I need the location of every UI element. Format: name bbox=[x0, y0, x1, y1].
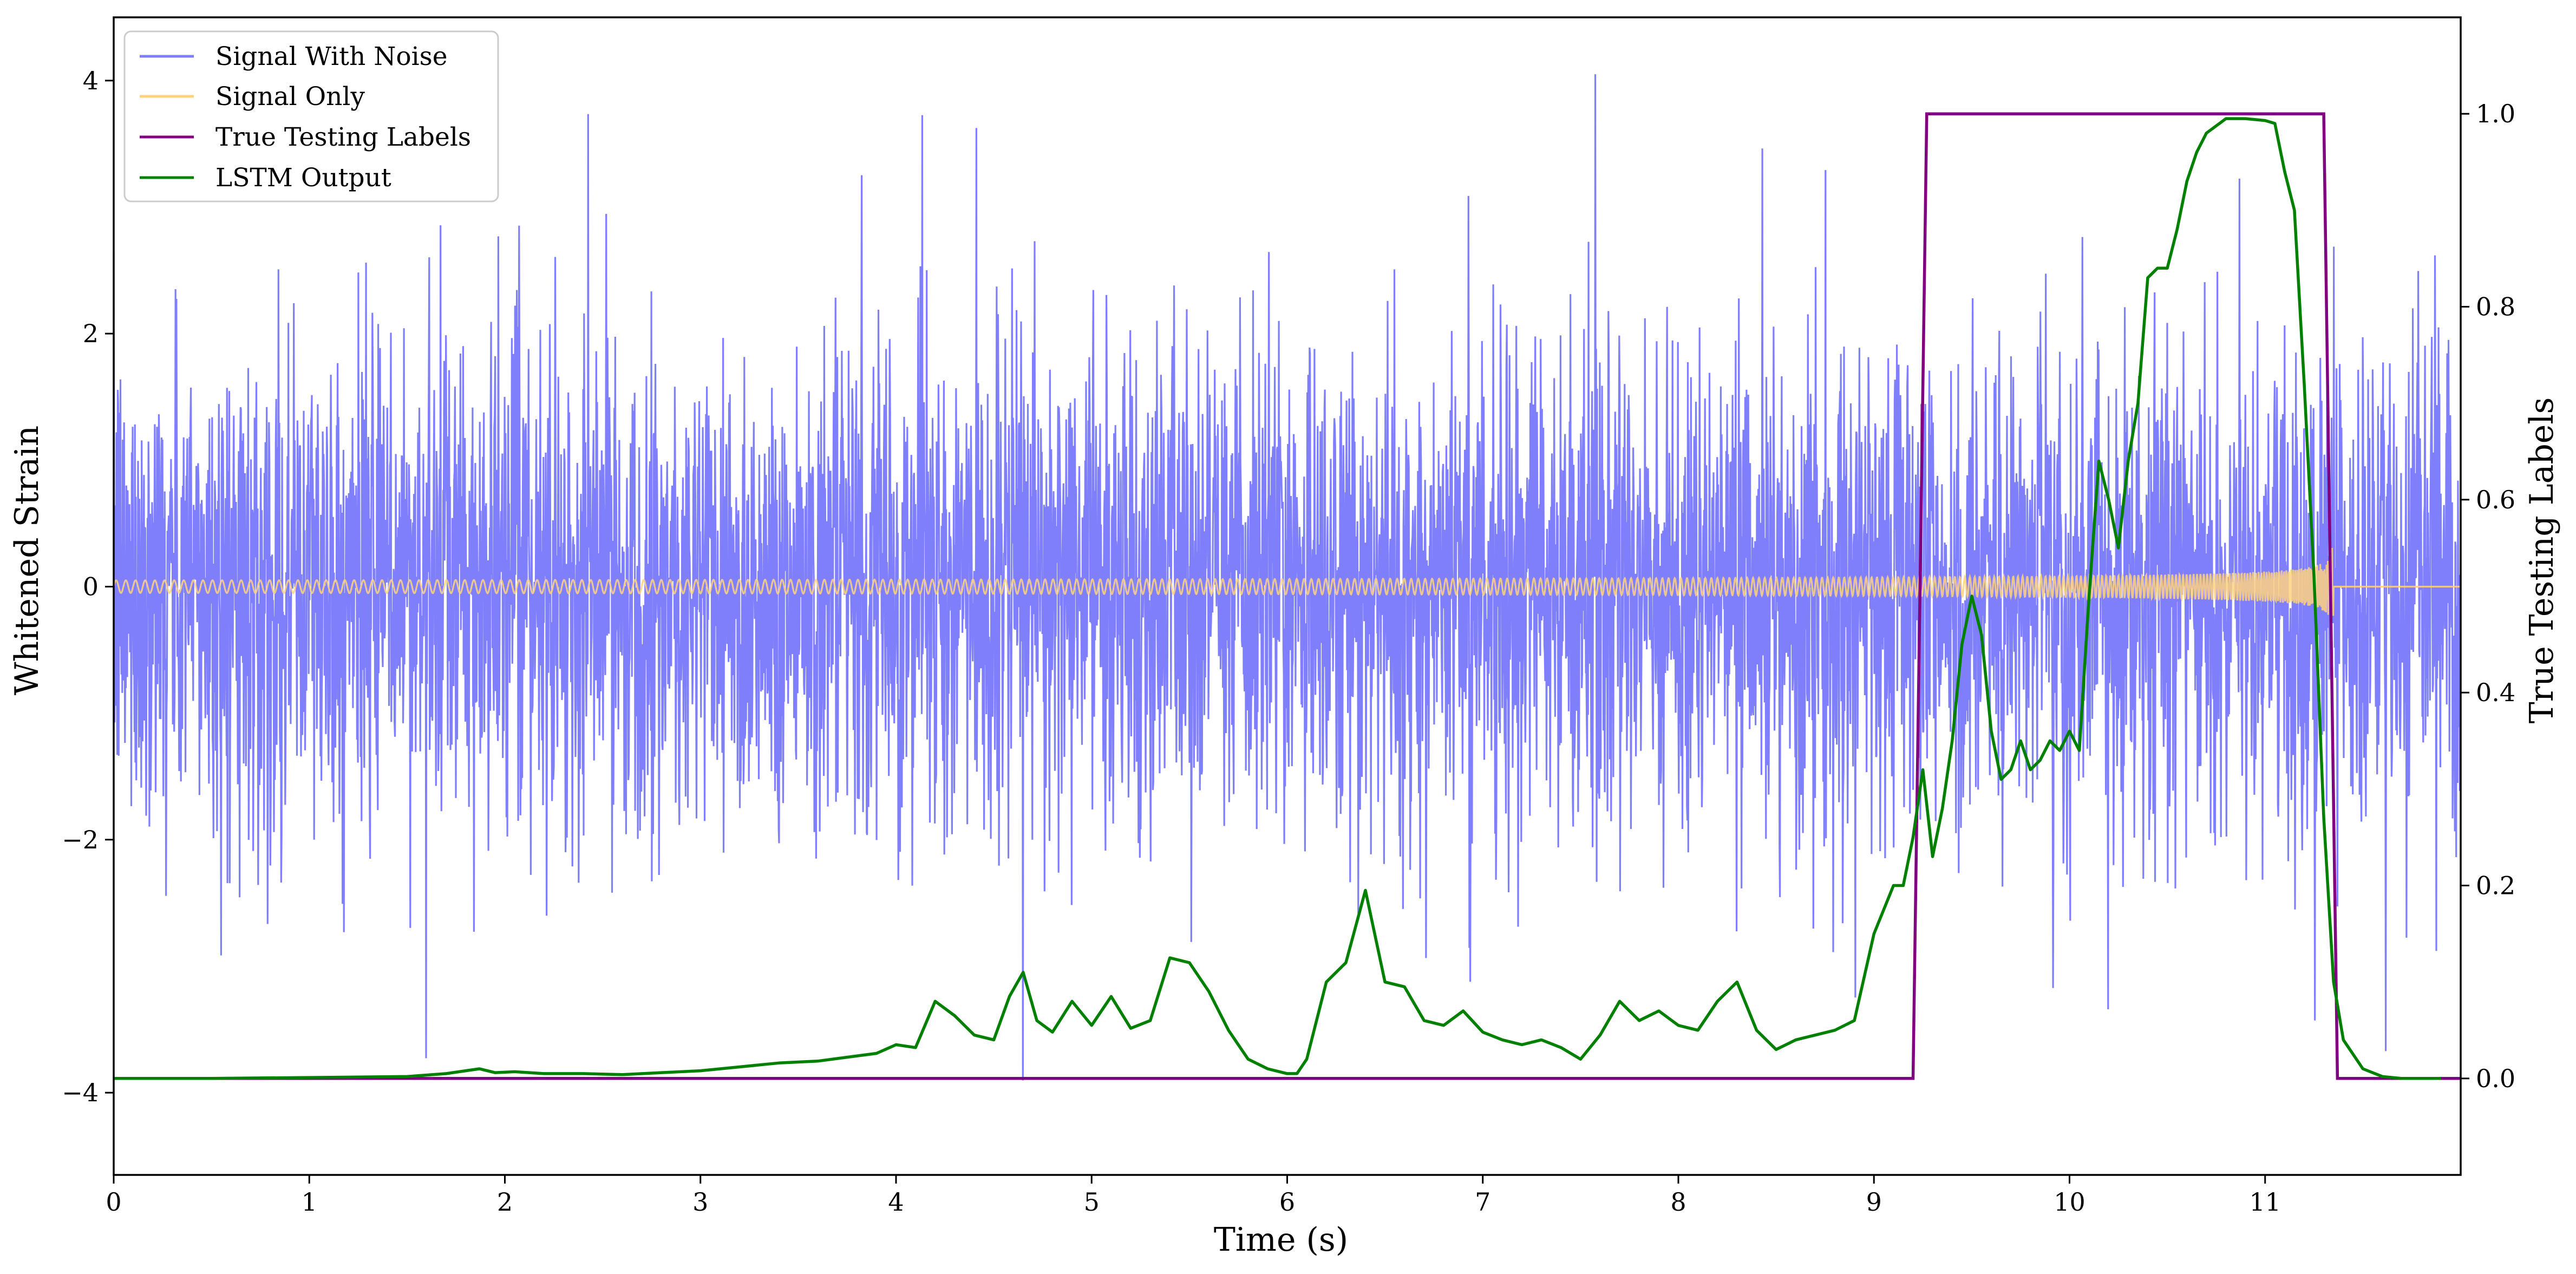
x-tick-label: 0 bbox=[106, 1187, 121, 1217]
y-left-tick-label: 2 bbox=[83, 319, 99, 348]
x-tick-label: 2 bbox=[497, 1187, 513, 1217]
y-right-tick-label: 0.2 bbox=[2476, 871, 2515, 900]
y-axis-title-left: Whitened Strain bbox=[8, 426, 46, 695]
y-right-tick-label: 0.0 bbox=[2476, 1064, 2515, 1093]
x-tick-label: 8 bbox=[1670, 1187, 1686, 1217]
legend-label-lstm-output: LSTM Output bbox=[215, 163, 391, 193]
legend: Signal With Noise Signal Only True Testi… bbox=[123, 30, 499, 202]
axes: 0 1 2 3 4 5 6 7 8 9 10 11 −4 −2 0 2 4 0.0 0.2 0.4 0.6 0.8 1.0 bbox=[62, 16, 2515, 1217]
x-axis-title: Time (s) bbox=[1214, 1221, 1348, 1259]
y-left-tick-label: 0 bbox=[83, 572, 99, 601]
y-right-tick-label: 1.0 bbox=[2476, 99, 2515, 128]
series-line-lstm-output bbox=[114, 117, 2441, 1080]
x-tick-label: 3 bbox=[692, 1187, 708, 1217]
y-right-tick-label: 0.4 bbox=[2476, 678, 2515, 707]
series-line-signal-only bbox=[113, 547, 2461, 616]
x-tick-label: 10 bbox=[2054, 1187, 2085, 1217]
legend-box bbox=[123, 30, 499, 202]
legend-label-true-testing-labels: True Testing Labels bbox=[215, 122, 471, 152]
x-tick-label: 4 bbox=[888, 1187, 904, 1217]
y-right-tick-label: 0.6 bbox=[2476, 485, 2515, 514]
plot-area bbox=[113, 74, 2462, 1081]
x-tick-label: 11 bbox=[2249, 1187, 2281, 1217]
y-left-tick-label: −4 bbox=[62, 1078, 99, 1107]
series-line-signal-with-noise bbox=[113, 74, 2462, 1081]
y-axis-title-right: True Testing Labels bbox=[2523, 397, 2561, 724]
y-left-tick-label: −2 bbox=[62, 825, 99, 854]
x-tick-label: 6 bbox=[1279, 1187, 1295, 1217]
x-tick-label: 9 bbox=[1866, 1187, 1882, 1217]
y-right-tick-label: 0.8 bbox=[2476, 292, 2515, 322]
series-line-true-testing-labels bbox=[114, 112, 2461, 1080]
x-tick-label: 5 bbox=[1084, 1187, 1100, 1217]
legend-label-signal-with-noise: Signal With Noise bbox=[215, 42, 448, 71]
x-tick-label: 1 bbox=[302, 1187, 317, 1217]
y-left-tick-label: 4 bbox=[83, 66, 99, 95]
x-tick-label: 7 bbox=[1475, 1187, 1490, 1217]
legend-label-signal-only: Signal Only bbox=[215, 82, 365, 112]
